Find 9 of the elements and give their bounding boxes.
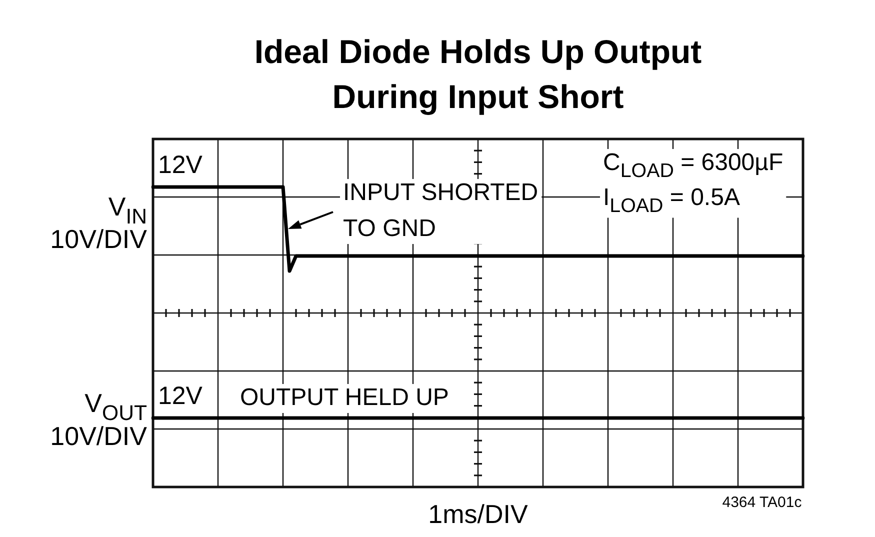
annotation: INPUT SHORTED TO GND: [343, 179, 538, 242]
x-axis-title: 1ms/DIV: [428, 499, 528, 529]
text: 10V/DIV: [50, 421, 148, 451]
text: 10V/DIV: [50, 224, 148, 254]
text: 12V: [158, 151, 203, 179]
annotation: OUTPUT HELD UP: [240, 384, 449, 411]
annotation: 12V: [158, 382, 203, 410]
chart-title: Ideal Diode Holds Up Output During Input Short: [254, 33, 702, 115]
text: 4364 TA01c: [722, 494, 802, 511]
